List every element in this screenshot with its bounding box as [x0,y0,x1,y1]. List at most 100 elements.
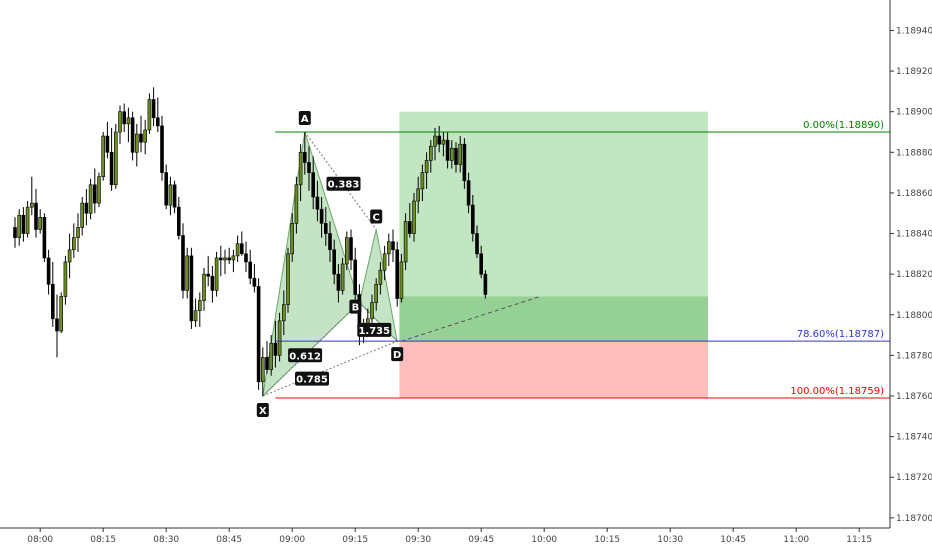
ratio-label: 0.383 [328,180,360,191]
candle-body [227,257,231,261]
candle-body [21,214,26,234]
point-label: A [301,114,309,125]
candle-body [189,255,194,322]
candle-body [286,253,290,305]
levels-layer: 0.00%(1.18890) 78.60%(1.18787) 100.00%(1.1… [275,120,890,399]
candle-body [445,139,450,161]
y-tick-label: 1.18860 [896,189,932,199]
x-tick-label: 08:00 [27,535,53,545]
x-tick-label: 09:15 [342,535,368,545]
candle-body [420,172,425,190]
candle-body [164,172,168,206]
x-tick-label: 09:30 [405,535,431,545]
candle-body [38,216,43,230]
y-tick-label: 1.18800 [896,311,932,321]
y-tick-label: 1.18920 [896,67,932,77]
candle-body [294,184,299,224]
point-label: X [259,406,267,417]
x-tick-label: 10:00 [531,535,557,545]
candle-body [416,188,421,202]
candle-body [277,320,282,356]
x-tick-label: 08:45 [216,535,242,545]
candle-body [76,227,80,238]
candle-body [374,284,379,303]
candle-body [46,257,51,285]
candle-body [399,261,404,299]
candle-body [462,143,467,182]
zones-layer [399,111,708,399]
y-tick-label: 1.18880 [896,148,932,158]
candle-body [248,261,252,279]
candle-body [449,147,454,161]
candle-body [147,99,152,131]
candle-body [139,133,143,143]
candle-body [395,249,400,299]
candle-body [214,257,219,291]
candle-body [42,216,47,259]
candle-body [252,277,257,287]
candle-body [88,184,93,214]
candle-body [378,269,383,285]
x-tick-label: 10:45 [720,535,746,545]
candle-body [210,275,215,291]
x-tick-label: 08:30 [153,535,179,545]
point-label: D [393,350,401,361]
candle-body [130,117,135,153]
candle-body [483,273,488,295]
candle-body [424,160,429,173]
candle-body [240,243,244,255]
candle-body [181,235,185,291]
candle-body [67,249,72,263]
candle-body [441,139,446,145]
ratio-marker [288,348,323,363]
ratio-marker [326,176,361,191]
candles-layer [13,87,488,396]
candle-body [219,257,223,261]
stop-loss-zone [399,341,708,399]
candle-body [63,261,68,297]
candle-body [202,273,206,301]
candle-body [290,223,295,255]
pattern-triangle-bcd [358,229,398,343]
x-tick-label: 10:30 [657,535,683,545]
pattern-layer [262,131,398,398]
candle-body [323,223,328,234]
x-tick-label: 11:00 [783,535,809,545]
y-tick-label: 1.18820 [896,270,932,280]
candle-body [17,214,22,238]
candle-body [55,318,59,332]
ratio-marker [357,322,392,337]
candle-body [13,227,17,238]
candle-body [454,147,458,165]
candle-body [160,125,164,173]
y-tick-label: 1.18780 [896,351,932,361]
point-marker [298,111,311,125]
point-marker [349,299,362,314]
ratio-line-xd [262,340,398,397]
candle-body [101,135,105,177]
candle-body [353,259,358,295]
x-tick-label: 11:15 [846,535,872,545]
point-marker [370,209,383,224]
candle-body [386,241,391,255]
candle-body [407,221,412,234]
candle-body [265,357,269,370]
candle-body [370,302,374,320]
y-tick-label: 1.18720 [896,473,932,483]
y-tick-label: 1.18900 [896,108,932,118]
candle-body [311,172,316,198]
candle-body [109,152,114,186]
candle-body [59,296,64,332]
candle-body [433,135,437,147]
candle-body [302,152,307,163]
ratio-label: 0.785 [296,375,328,386]
candle-body [281,304,286,322]
candle-body [340,263,345,291]
candle-body [273,342,278,356]
candle-body [315,196,320,210]
candle-body [458,143,463,165]
candle-body [72,237,76,251]
candle-body [391,241,395,251]
